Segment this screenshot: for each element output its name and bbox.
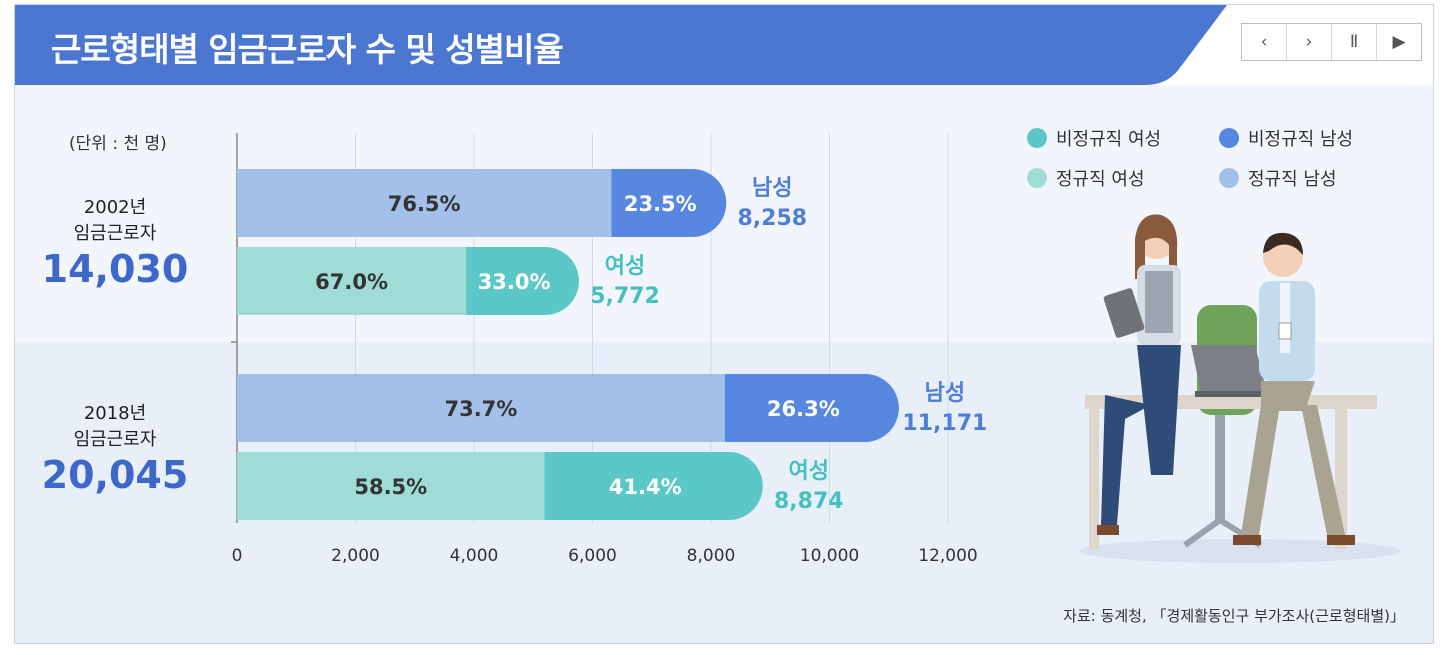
x-tick-label: 6,000 xyxy=(568,546,617,566)
group-subtitle: 임금근로자 xyxy=(73,223,157,244)
data-label-regular: 76.5% xyxy=(388,192,461,216)
x-tick-label: 8,000 xyxy=(687,546,736,566)
bar-segment-nonregular xyxy=(544,452,763,520)
x-tick-label: 10,000 xyxy=(800,546,859,566)
legend-label: 비정규직 남성 xyxy=(1248,129,1354,150)
x-tick-label: 4,000 xyxy=(450,546,499,566)
legend-item-nonregular-male: 비정규직 남성 xyxy=(1219,125,1353,151)
group-subtitle: 임금근로자 xyxy=(73,429,157,450)
x-tick-label: 12,000 xyxy=(918,546,977,566)
total-label: 11,171 xyxy=(902,411,987,436)
data-label-regular: 67.0% xyxy=(315,270,388,294)
legend-swatch xyxy=(1219,168,1239,188)
title-bar xyxy=(15,5,1227,85)
legend-swatch xyxy=(1219,128,1239,148)
bar-segment-regular xyxy=(237,247,467,315)
bar-segment-nonregular xyxy=(611,169,727,237)
play-icon: ▶ xyxy=(1392,32,1406,52)
chevron-right-icon: › xyxy=(1305,32,1313,52)
group-year: 2002년 xyxy=(83,197,147,218)
legend-swatch xyxy=(1027,168,1047,188)
total-label: 5,772 xyxy=(590,284,660,309)
legend-label: 정규직 여성 xyxy=(1056,169,1145,190)
x-tick-label: 2,000 xyxy=(331,546,380,566)
unit-label: (단위 : 천 명) xyxy=(69,134,167,154)
page-title: 근로형태별 임금근로자 수 및 성별비율 xyxy=(51,30,564,69)
bar-segment-regular xyxy=(237,452,545,520)
bar-segment-regular xyxy=(237,374,725,442)
office-workers-illustration xyxy=(1080,214,1400,563)
chevron-left-icon: ‹ xyxy=(1260,32,1268,52)
gender-label: 여성 xyxy=(789,459,829,484)
gender-label: 여성 xyxy=(605,254,645,279)
data-label-nonregular: 33.0% xyxy=(478,270,551,294)
legend-item-regular-female: 정규직 여성 xyxy=(1027,165,1145,191)
bar-segment-nonregular xyxy=(466,247,579,315)
legend-swatch xyxy=(1027,128,1047,148)
carousel-controls: ‹ › Ⅱ ▶ xyxy=(1241,23,1422,61)
data-label-regular: 73.7% xyxy=(444,397,517,421)
gender-label: 남성 xyxy=(752,176,792,201)
stacked-bar-chart: 0 2,000 4,000 6,000 8,000 10,000 12,000 76.5% 23… xyxy=(231,133,987,566)
gender-label: 남성 xyxy=(925,381,965,406)
legend-item-nonregular-female: 비정규직 여성 xyxy=(1027,125,1161,151)
pause-icon: Ⅱ xyxy=(1349,32,1359,52)
total-label: 8,874 xyxy=(774,489,844,514)
play-button[interactable]: ▶ xyxy=(1377,24,1421,60)
x-tick-label: 0 xyxy=(232,546,243,566)
group-label-2018: 2018년 임금근로자 20,045 xyxy=(15,401,215,497)
total-label: 8,258 xyxy=(737,206,807,231)
source-note: 자료: 동계청, 「경제활동인구 부가조사(근로형태별)」 xyxy=(1063,607,1405,625)
chart-card: 근로형태별 임금근로자 수 및 성별비율 ‹ › Ⅱ ▶ (단위 : 천 명) 200… xyxy=(14,4,1434,644)
legend-label: 정규직 남성 xyxy=(1248,169,1337,190)
next-button[interactable]: › xyxy=(1287,24,1332,60)
legend-item-regular-male: 정규직 남성 xyxy=(1219,165,1337,191)
group-total: 20,045 xyxy=(41,453,189,497)
group-year: 2018년 xyxy=(83,403,147,424)
legend-label: 비정규직 여성 xyxy=(1056,129,1162,150)
bar-segment-nonregular xyxy=(724,374,899,442)
pause-button[interactable]: Ⅱ xyxy=(1332,24,1377,60)
bar-segment-regular xyxy=(237,169,612,237)
data-label-regular: 58.5% xyxy=(354,475,427,499)
group-total: 14,030 xyxy=(41,247,189,291)
data-label-nonregular: 41.4% xyxy=(609,475,682,499)
data-label-nonregular: 23.5% xyxy=(624,192,697,216)
data-label-nonregular: 26.3% xyxy=(767,397,840,421)
group-label-2002: 2002년 임금근로자 14,030 xyxy=(15,195,215,291)
prev-button[interactable]: ‹ xyxy=(1242,24,1287,60)
